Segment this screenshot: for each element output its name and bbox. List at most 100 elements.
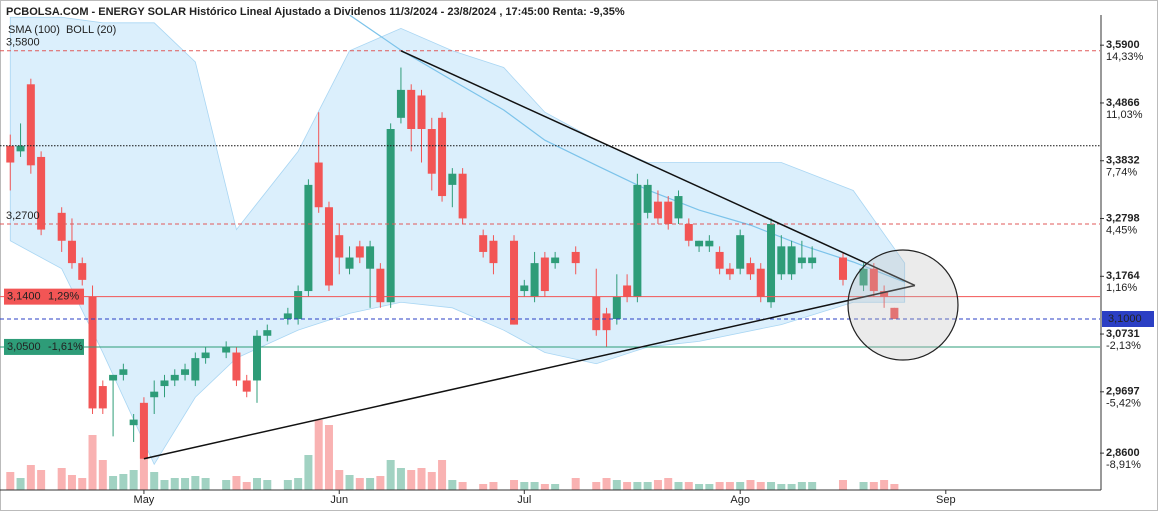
volume-bar <box>324 425 333 490</box>
volume-bar <box>160 480 169 490</box>
level-badge <box>4 338 84 355</box>
volume-bar <box>695 484 704 490</box>
candle-body <box>366 246 375 269</box>
volume-bar <box>283 480 292 490</box>
candle-body <box>725 268 734 275</box>
candle-body <box>736 235 745 269</box>
volume-bar <box>88 435 97 490</box>
candle-body <box>458 173 467 219</box>
candle-body <box>633 184 642 297</box>
volume-bar <box>26 465 35 490</box>
volume-bar <box>355 478 364 490</box>
y-tick-change: -8,91% <box>1106 459 1141 471</box>
level-label: 3,2700 <box>6 210 40 222</box>
level-badge <box>4 288 84 305</box>
volume-bar <box>479 484 488 490</box>
candle-body <box>345 257 354 269</box>
volume-bar <box>366 478 375 490</box>
volume-bar <box>129 470 138 490</box>
volume-bar <box>571 478 580 490</box>
candle-body <box>890 307 899 319</box>
level-label: 3,1400 <box>7 291 41 303</box>
candle-body <box>705 240 714 247</box>
candle-body <box>787 246 796 275</box>
y-tick-label: 3,3832 <box>1106 155 1140 167</box>
candle-body <box>88 296 97 409</box>
volume-bar <box>78 478 87 490</box>
y-tick-label: 2,8600 <box>1106 447 1140 459</box>
y-tick-label: 3,0731 <box>1106 328 1140 340</box>
candle-body <box>695 240 704 247</box>
volume-bar <box>109 476 118 490</box>
candle-body <box>438 117 447 197</box>
volume-bar <box>777 484 786 490</box>
candle-body <box>448 173 457 185</box>
volume-bar <box>263 480 272 490</box>
volume-bar <box>643 482 652 490</box>
volume-bar <box>427 472 436 490</box>
candle-body <box>674 196 683 219</box>
highlight-circle <box>847 249 959 361</box>
candle-body <box>283 313 292 319</box>
volume-bar <box>386 460 395 490</box>
candle-body <box>756 268 765 297</box>
volume-bar <box>150 472 159 490</box>
y-tick-change: -2,13% <box>1106 340 1141 352</box>
volume-bar <box>767 482 776 490</box>
candle-body <box>653 201 662 219</box>
legend-entry: SMA (100) <box>8 24 60 36</box>
level-change: 1,29% <box>48 291 79 303</box>
candle-body <box>109 374 118 381</box>
candle-body <box>489 240 498 264</box>
volume-bar <box>653 480 662 490</box>
volume-bar <box>530 482 539 490</box>
x-tick-label: Jun <box>330 494 348 506</box>
volume-bar <box>345 475 354 490</box>
candle-body <box>602 313 611 331</box>
volume-bar <box>335 470 344 490</box>
level-change: -1,61% <box>48 341 83 353</box>
y-tick-label: 3,1764 <box>1106 270 1141 282</box>
volume-bar <box>201 478 210 490</box>
trendline <box>143 284 916 460</box>
volume-bar <box>705 484 714 490</box>
candle-body <box>838 257 847 280</box>
y-tick-label: 2,9697 <box>1106 386 1140 398</box>
candle-body <box>170 374 179 381</box>
volume-bar <box>808 482 817 490</box>
candle-body <box>376 268 385 303</box>
candle-body <box>664 201 673 224</box>
candle-body <box>98 386 107 409</box>
candle-body <box>253 335 262 381</box>
volume-bar <box>438 460 447 490</box>
legend-entry: BOLL (20) <box>66 24 116 36</box>
candle-body <box>263 330 272 336</box>
candle-body <box>880 291 889 297</box>
volume-bar <box>57 468 66 490</box>
candle-body <box>859 268 868 286</box>
plot: 3,5800 3,2700 3,1400 1,29% 3,0500 -1,61% <box>0 15 1100 490</box>
candle-body <box>324 207 333 286</box>
x-tick-label: May <box>134 494 155 506</box>
volume-bar <box>191 476 200 490</box>
level-label: 3,5800 <box>6 37 40 49</box>
volume-bar <box>6 472 15 490</box>
candle-body <box>242 380 251 392</box>
volume-bar <box>139 430 148 490</box>
volume-bar <box>746 480 755 490</box>
candle-body <box>6 145 15 163</box>
candle-body <box>355 246 364 258</box>
x-tick-label: Sep <box>936 494 956 506</box>
volume-bar <box>253 478 262 490</box>
volume-bar <box>890 484 899 490</box>
candle-body <box>139 402 148 459</box>
candle-body <box>78 263 87 280</box>
volume-bar <box>674 482 683 490</box>
candle-body <box>314 162 323 208</box>
level-label: 3,0500 <box>7 341 41 353</box>
volume-bar <box>736 482 745 490</box>
candle-body <box>67 240 76 264</box>
candle-body <box>592 296 601 331</box>
candle-body <box>150 391 159 398</box>
candle-body <box>643 184 652 213</box>
